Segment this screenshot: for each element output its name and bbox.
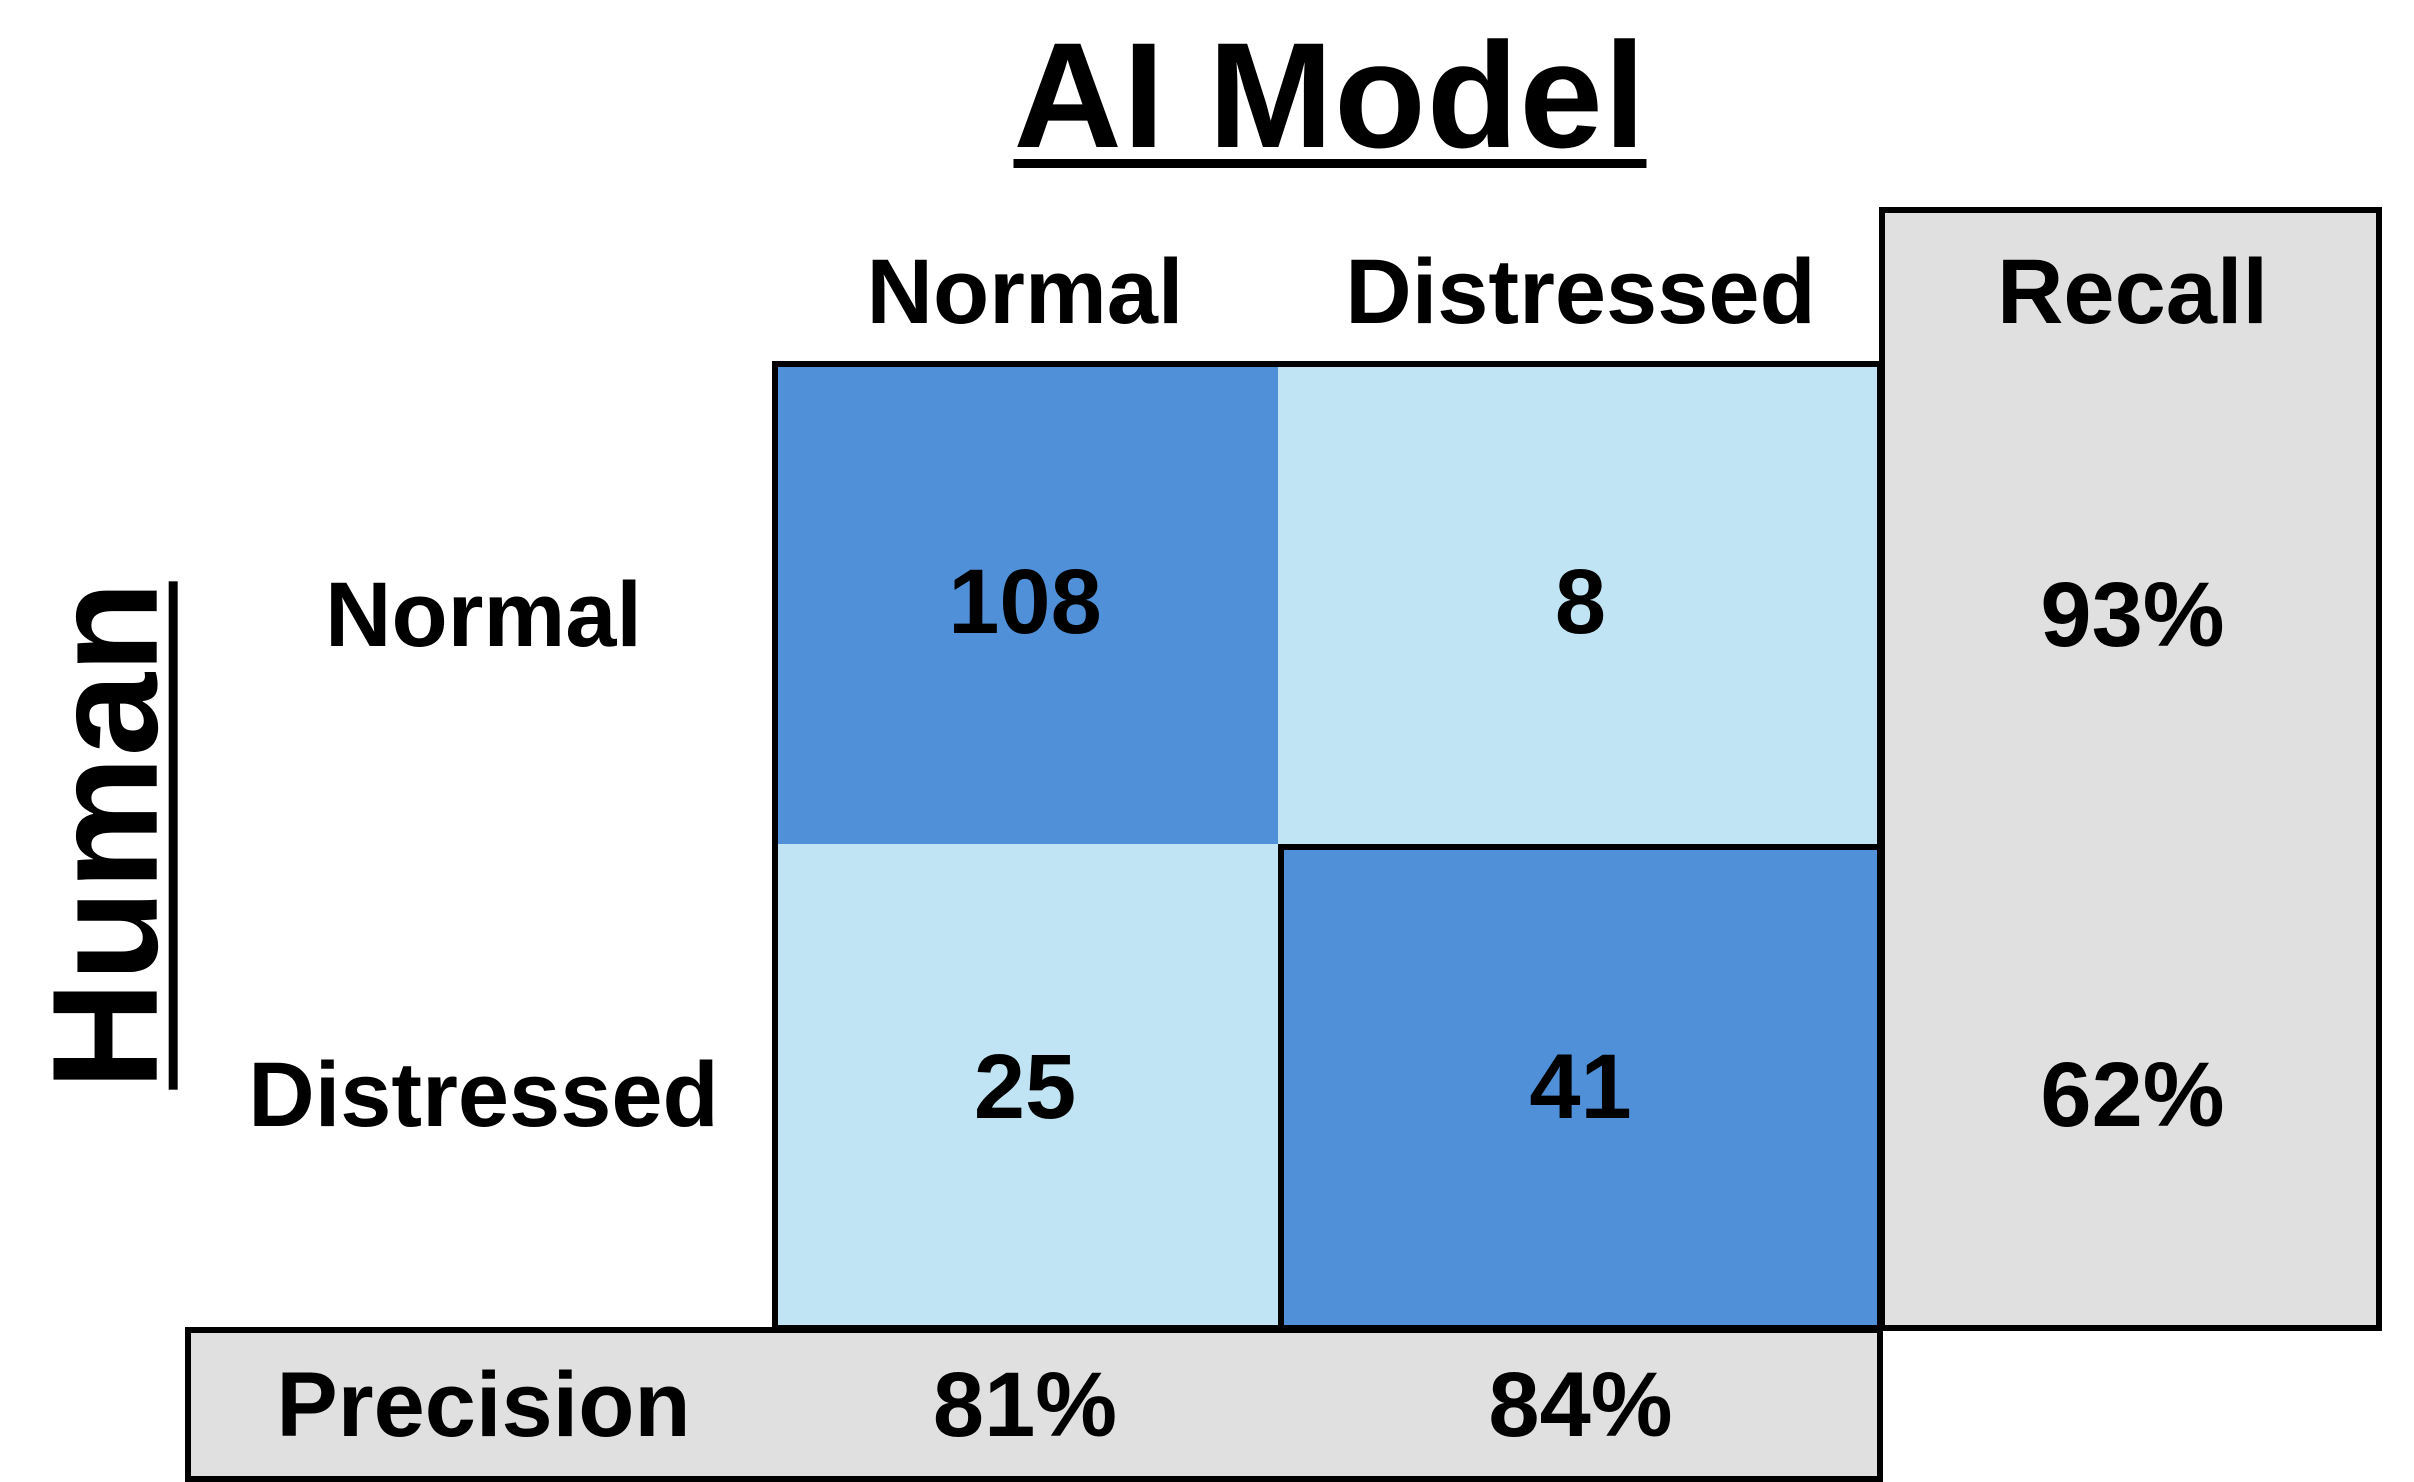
precision-label: Precision [276, 1353, 691, 1456]
y-axis-label: Human [20, 580, 189, 1090]
recall-normal: 93% [2040, 563, 2225, 666]
col-header-distressed: Distressed [1345, 240, 1816, 343]
y-axis-title: Human [5, 560, 205, 1110]
row-header-distressed: Distressed [248, 1043, 719, 1146]
precision-normal: 81% [932, 1353, 1118, 1456]
matrix-cell-distressed-normal: 25 [772, 844, 1278, 1331]
chart-title: AI Model [1013, 10, 1647, 179]
matrix-cell-normal-distressed: 8 [1278, 361, 1883, 844]
row-header-normal: Normal [325, 563, 642, 666]
precision-distressed: 84% [1488, 1353, 1673, 1456]
recall-panel [1879, 207, 2382, 1331]
matrix-cell-distressed-distressed: 41 [1278, 844, 1883, 1331]
recall-distressed: 62% [2040, 1043, 2225, 1146]
matrix-cell-normal-normal: 108 [772, 361, 1278, 844]
col-header-normal: Normal [866, 240, 1184, 343]
recall-header: Recall [1996, 240, 2269, 343]
precision-panel [185, 1327, 1883, 1482]
